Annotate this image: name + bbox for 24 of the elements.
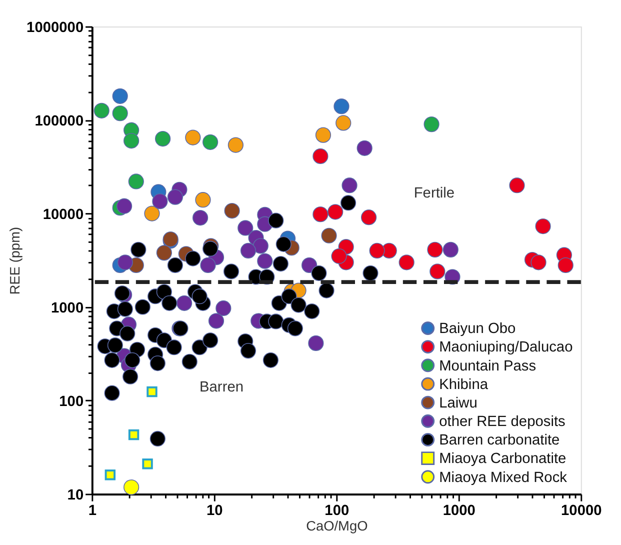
- x-axis-title: CaO/MgO: [306, 518, 368, 534]
- x-tick-label: 1: [88, 503, 96, 520]
- legend-label: Barren carbonatite: [439, 432, 560, 449]
- legend-label: Laiwu: [439, 395, 478, 412]
- legend-label: Miaoya Mixed Rock: [439, 470, 568, 486]
- y-axis-title: REE (ppm): [8, 226, 23, 295]
- legend-label: other REE deposits: [439, 414, 566, 430]
- y-tick-label: 100: [59, 394, 84, 410]
- annotation: Barren: [200, 379, 244, 396]
- y-tick-label: 1000000: [26, 20, 84, 36]
- x-tick-label: 10000: [561, 503, 602, 520]
- y-tick-label: 100000: [34, 113, 84, 130]
- annotation: Fertile: [414, 185, 455, 202]
- y-tick-label: 10: [67, 487, 84, 504]
- y-tick-label: 10000: [42, 206, 84, 223]
- x-tick-label: 10: [206, 503, 223, 520]
- legend-label: Baiyun Obo: [439, 321, 516, 338]
- x-tick-label: 1000: [442, 503, 476, 520]
- y-tick-label: 1000: [51, 300, 84, 316]
- legend-label: Khibina: [439, 376, 489, 393]
- legend-label: Mountain Pass: [439, 358, 536, 374]
- legend-label: Maoniuping/Dalucao: [439, 340, 573, 356]
- x-tick-label: 100: [324, 503, 350, 520]
- legend-label: Miaoya Carbonatite: [439, 451, 566, 468]
